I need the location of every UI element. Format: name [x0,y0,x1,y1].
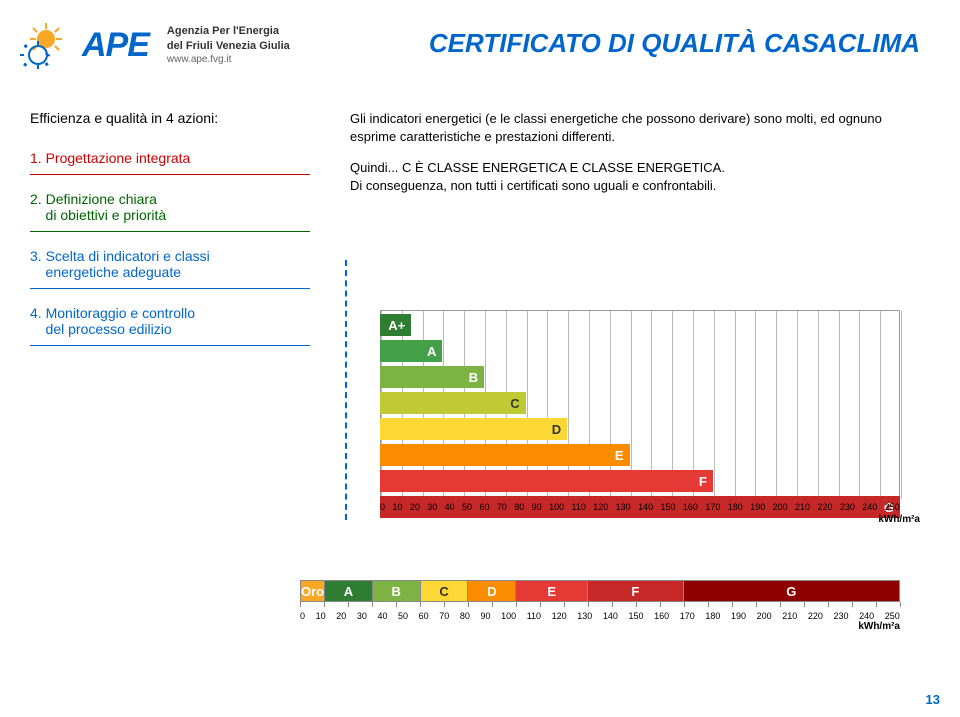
scale-segment: A [325,581,373,601]
scale-segment: E [516,581,588,601]
action-item: 4. Monitoraggio e controllo del processo… [30,299,310,346]
energy-class-bar: C [380,392,526,414]
left-column: Efficienza e qualità in 4 azioni: 1. Pro… [30,110,310,356]
paragraph-2: Quindi... C È CLASSE ENERGETICA E CLASSE… [350,159,930,194]
energy-class-bar: A [380,340,442,362]
action-item: 1. Progettazione integrata [30,144,310,175]
action-item: 2. Definizione chiara di obiettivi e pri… [30,185,310,232]
scale-segment: Oro [301,581,325,601]
scale-ticks [300,602,900,607]
scale-segment: F [588,581,684,601]
energy-class-chart: A+ABCDEFG 010203040506070809010011012013… [360,310,920,532]
energy-class-bar: B [380,366,484,388]
energy-class-bar: A+ [380,314,411,336]
logo-text: APE [82,26,149,65]
energy-class-bar: E [380,444,630,466]
logo-tagline: Agenzia Per l'Energia del Friuli Venezia… [167,24,290,66]
chart-bars: A+ABCDEFG [380,314,900,522]
scale-segment: C [421,581,469,601]
page-title: CERTIFICATO DI QUALITÀ CASACLIMA [429,28,920,59]
separator-dashed [345,260,347,520]
gear-sun-icon [20,19,72,71]
action-item: 3. Scelta di indicatori e classi energet… [30,242,310,289]
chart-xaxis: 0102030405060708090100110120130140150160… [380,502,900,512]
energy-scale-bar: OroABCDEFG 01020304050607080901001101201… [290,580,930,632]
scale-segment: B [373,581,421,601]
paragraph-1: Gli indicatori energetici (e le classi e… [350,110,930,145]
logo: APE Agenzia Per l'Energia del Friuli Ven… [20,19,290,71]
chart-stepped-bars: A+ABCDEFG 010203040506070809010011012013… [360,310,920,520]
scale-unit: kWh/m²a [290,621,900,632]
energy-class-bar: D [380,418,567,440]
scale-segment: G [684,581,899,601]
scale-segment: D [468,581,516,601]
page-number: 13 [926,692,940,707]
scale-xaxis: 0102030405060708090100110120130140150160… [300,611,900,621]
chart-unit: kWh/m²a [878,514,920,525]
energy-class-bar: F [380,470,713,492]
subtitle: Efficienza e qualità in 4 azioni: [30,110,310,126]
scale-segments: OroABCDEFG [300,580,900,602]
